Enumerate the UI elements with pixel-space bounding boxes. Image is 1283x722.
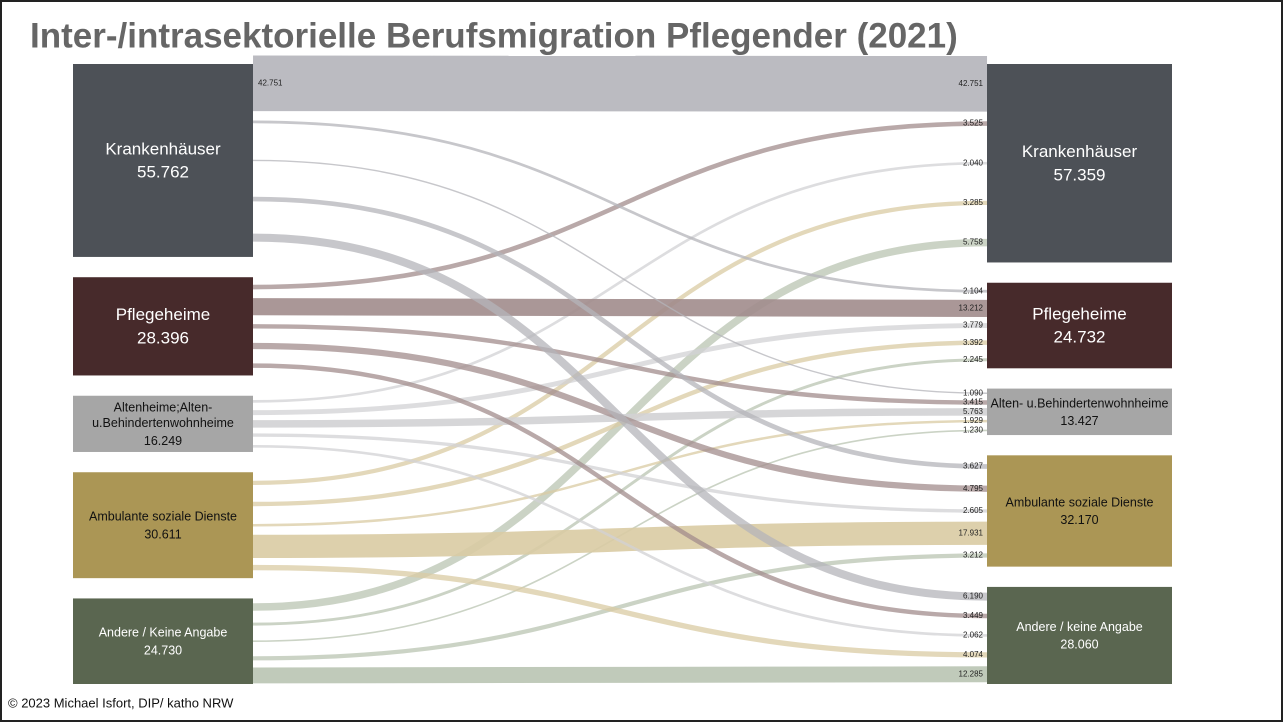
link-label: 2.040 [963, 158, 984, 167]
node-name: Krankenhäuser [1022, 142, 1138, 161]
node [73, 395, 253, 452]
link-label: 3.392 [963, 338, 984, 347]
link-label: 13.212 [959, 304, 984, 313]
link [252, 323, 988, 416]
footer: © 2023 Michael Isfort, DIP/ katho NRW [8, 695, 234, 710]
link [252, 233, 988, 601]
link [252, 120, 988, 293]
link-label: 3.415 [963, 398, 984, 407]
node-name: Pflegeheime [1032, 304, 1127, 323]
node-name: Alten- u.Behindertenwohnheime [991, 396, 1169, 410]
node-value: 28.396 [137, 328, 189, 347]
node-name: Andere / keine Angabe [1016, 620, 1143, 634]
link-label: 2.245 [963, 355, 984, 364]
link [252, 55, 988, 112]
link-label: 17.931 [959, 528, 984, 537]
link-label: 6.190 [963, 592, 984, 601]
link [252, 340, 988, 507]
node-name: Krankenhäuser [105, 139, 221, 158]
node-value: 13.427 [1060, 414, 1098, 428]
link [252, 298, 988, 317]
link-label: 2.062 [963, 631, 984, 640]
link-label: 2.104 [963, 286, 984, 295]
link-label: 3.212 [963, 551, 984, 560]
links: 42.751 42.751 3.525 2.040 3.285 5.758 2.104 13.… [252, 55, 988, 684]
link-label: 3.627 [963, 462, 984, 471]
nodes: Krankenhäuser 55.762 Pflegeheime 28.396 Alte… [73, 64, 1172, 684]
node-name: Andere / Keine Angabe [99, 626, 228, 640]
link-label: 1.929 [963, 416, 984, 425]
link [252, 666, 988, 684]
link-label: 3.525 [963, 119, 984, 128]
node [987, 455, 1172, 567]
link-label: 2.605 [963, 506, 984, 515]
node-name: u.Behindertenwohnheime [92, 416, 234, 430]
link [252, 363, 988, 619]
node-value: 32.170 [1060, 513, 1098, 527]
node-value: 55.762 [137, 163, 189, 182]
link [252, 324, 988, 405]
node [987, 64, 1172, 263]
link-label: 5.763 [963, 407, 984, 416]
node-name: Ambulante soziale Dienste [89, 510, 237, 524]
node-value: 28.060 [1060, 638, 1098, 652]
link-label: 4.074 [963, 650, 984, 659]
node-value: 30.611 [144, 527, 181, 541]
link-label: 1.090 [963, 388, 984, 397]
link-label: 4.795 [963, 484, 984, 493]
link-label: 42.751 [959, 79, 984, 88]
node-value: 16.249 [144, 434, 182, 448]
node-name: Pflegeheime [116, 305, 211, 324]
node [73, 277, 253, 376]
node [987, 586, 1172, 684]
node [73, 598, 253, 684]
node [73, 472, 253, 579]
link-label: 12.285 [959, 669, 984, 678]
node-name: Ambulante soziale Dienste [1006, 495, 1154, 509]
link [252, 159, 988, 394]
link-label: 5.758 [963, 238, 984, 247]
link-label: 3.449 [963, 611, 984, 620]
link-label: 42.751 [258, 78, 283, 87]
link [252, 553, 988, 661]
link-label: 3.285 [963, 198, 984, 207]
chart-title: Inter-/intrasektorielle Berufsmigration … [30, 16, 958, 55]
link [252, 161, 988, 403]
link-label: 1.230 [963, 426, 984, 435]
node [73, 64, 253, 257]
link-label: 3.779 [963, 321, 984, 330]
link [252, 445, 988, 637]
link [252, 196, 988, 469]
node [987, 388, 1172, 436]
node-value: 57.359 [1054, 165, 1106, 184]
link [252, 200, 988, 485]
node-name: Altenheime;Alten- [114, 401, 213, 415]
link [252, 433, 988, 513]
link [252, 564, 988, 658]
node-value: 24.730 [144, 643, 182, 657]
node [987, 282, 1172, 369]
node-value: 24.732 [1054, 328, 1106, 347]
